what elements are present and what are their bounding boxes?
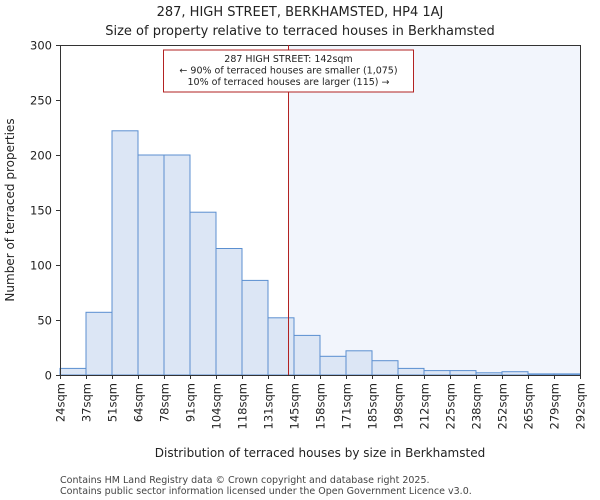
bar-64sqm (137, 154, 165, 376)
x-tick-label-91sqm: 91sqm (184, 383, 198, 422)
bar-225sqm (449, 370, 477, 376)
bar-78sqm (163, 154, 191, 376)
y-tick-label-0: 0 (45, 369, 52, 383)
x-axis-label: Distribution of terraced houses by size … (155, 446, 485, 460)
bar-24sqm (59, 367, 87, 376)
bar-279sqm (553, 373, 581, 376)
x-tick-label-64sqm: 64sqm (132, 383, 146, 422)
y-axis-label: Number of terraced properties (3, 118, 17, 301)
bar-91sqm (189, 211, 217, 376)
x-tick-label-279sqm: 279sqm (548, 383, 562, 429)
x-tick-label-37sqm: 37sqm (80, 383, 94, 422)
annotation-line-property: 287 HIGH STREET: 142sqm (224, 54, 352, 65)
larger-region-shading (288, 45, 580, 375)
y-tick-label-150: 150 (30, 204, 52, 218)
x-tick-label-171sqm: 171sqm (340, 383, 354, 429)
x-tick-label-104sqm: 104sqm (210, 383, 224, 429)
annotation-box (163, 49, 414, 93)
x-tick-label-118sqm: 118sqm (236, 383, 250, 429)
y-tick-label-300: 300 (30, 39, 52, 53)
annotation-line-smaller: ← 90% of terraced houses are smaller (1,… (179, 66, 397, 77)
x-tick-label-145sqm: 145sqm (288, 383, 302, 429)
bar-171sqm (345, 350, 373, 376)
x-tick-label-198sqm: 198sqm (392, 383, 406, 429)
bar-131sqm (267, 317, 295, 376)
x-tick-label-131sqm: 131sqm (262, 383, 276, 429)
bars (59, 130, 581, 376)
footer-licence: Contains public sector information licen… (60, 486, 472, 497)
x-tick-label-78sqm: 78sqm (158, 383, 172, 422)
chart-subtitle: Size of property relative to terraced ho… (105, 24, 495, 39)
y-tick-label-200: 200 (30, 149, 52, 163)
x-tick-label-292sqm: 292sqm (574, 383, 588, 429)
chart-title: 287, HIGH STREET, BERKHAMSTED, HP4 1AJ (157, 5, 444, 20)
bar-51sqm (111, 130, 139, 376)
bar-145sqm (293, 334, 321, 376)
bar-238sqm (475, 372, 503, 376)
x-tick-label-185sqm: 185sqm (366, 383, 380, 429)
x-tick-label-24sqm: 24sqm (54, 383, 68, 422)
x-tick-label-238sqm: 238sqm (470, 383, 484, 429)
y-axis-ticks: 0 50 100 150 200 250 300 (30, 39, 60, 383)
x-tick-label-265sqm: 265sqm (522, 383, 536, 429)
bar-212sqm (423, 370, 451, 376)
x-axis-ticks: 24sqm 37sqm 51sqm 64sqm 78sqm 91sqm 104sqm 118s… (54, 375, 588, 429)
y-tick-label-250: 250 (30, 94, 52, 108)
x-tick-label-225sqm: 225sqm (444, 383, 458, 429)
x-tick-label-252sqm: 252sqm (496, 383, 510, 429)
annotation-line-larger: 10% of terraced houses are larger (115) … (188, 77, 390, 88)
y-tick-label-50: 50 (37, 314, 52, 328)
footer-copyright: Contains HM Land Registry data © Crown c… (60, 475, 430, 486)
x-tick-label-212sqm: 212sqm (418, 383, 432, 429)
bar-185sqm (371, 360, 399, 376)
bar-158sqm (319, 355, 347, 376)
y-tick-label-100: 100 (30, 259, 52, 273)
bar-265sqm (527, 373, 555, 376)
x-tick-label-51sqm: 51sqm (106, 383, 120, 422)
bar-252sqm (501, 371, 529, 376)
bar-37sqm (85, 311, 113, 376)
bar-104sqm (215, 248, 243, 376)
bar-198sqm (397, 367, 425, 376)
marker-annotation: 287 HIGH STREET: 142sqm ← 90% of terrace… (163, 49, 414, 93)
x-tick-label-158sqm: 158sqm (314, 383, 328, 429)
bar-118sqm (241, 279, 269, 376)
